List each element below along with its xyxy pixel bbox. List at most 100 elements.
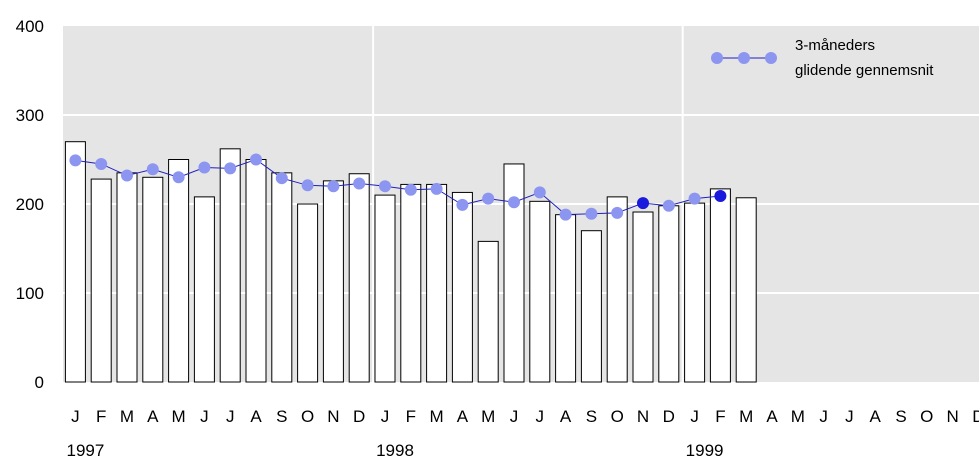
x-tick-label: M	[120, 407, 134, 426]
moving-average-point	[121, 169, 133, 182]
x-tick-label: M	[481, 407, 495, 426]
bar	[271, 172, 293, 383]
x-tick-label: J	[226, 407, 235, 426]
x-tick-label: J	[71, 407, 80, 426]
x-tick-label: A	[870, 407, 882, 426]
legend-marker	[765, 52, 777, 64]
x-tick-label: A	[457, 407, 469, 426]
bar	[374, 194, 396, 383]
x-tick-label: J	[510, 407, 519, 426]
x-tick-label: N	[946, 407, 958, 426]
bar	[451, 191, 473, 383]
legend-marker	[711, 52, 723, 64]
x-tick-label: S	[586, 407, 597, 426]
moving-average-point	[611, 206, 624, 219]
legend-label-line2: glidende gennemsnit	[795, 62, 934, 79]
moving-average-point	[430, 182, 443, 195]
x-tick-label: O	[611, 407, 624, 426]
bar	[477, 240, 499, 383]
moving-average-point	[224, 162, 237, 175]
moving-average-point	[404, 183, 417, 196]
x-tick-label: J	[690, 407, 699, 426]
x-tick-label: J	[819, 407, 828, 426]
x-tick-label: D	[972, 407, 979, 426]
moving-average-point	[301, 179, 314, 192]
bar	[426, 183, 448, 383]
moving-average-point	[172, 171, 185, 184]
x-tick-label: A	[766, 407, 778, 426]
bar	[245, 159, 267, 383]
bar	[64, 141, 86, 383]
moving-average-series	[69, 153, 727, 221]
moving-average-point	[95, 157, 108, 170]
x-tick-label: N	[637, 407, 649, 426]
x-tick-label: M	[739, 407, 753, 426]
year-label: 1998	[376, 441, 414, 459]
bar	[116, 172, 138, 383]
moving-average-point	[69, 154, 82, 167]
legend: 3-måneders glidende gennemsnit	[711, 37, 934, 79]
moving-average-point	[688, 192, 701, 205]
x-tick-label: J	[200, 407, 209, 426]
x-tick-label: M	[430, 407, 444, 426]
moving-average-point	[585, 207, 598, 220]
bar	[735, 197, 757, 383]
bar	[503, 163, 525, 383]
bar	[580, 230, 602, 383]
x-tick-label: F	[406, 407, 416, 426]
moving-average-point	[482, 192, 495, 205]
moving-average-point	[662, 199, 675, 212]
moving-average-point	[559, 208, 572, 221]
legend-marker	[738, 52, 750, 64]
legend-label-line1: 3-måneders	[795, 37, 875, 54]
x-tick-label: A	[250, 407, 262, 426]
bar	[606, 196, 628, 383]
x-tick-label: S	[276, 407, 287, 426]
y-tick-label: 300	[16, 106, 44, 125]
moving-average-point	[198, 161, 211, 174]
bar	[90, 178, 112, 383]
x-tick-label: J	[381, 407, 390, 426]
moving-average-point	[250, 153, 262, 166]
moving-average-point	[327, 180, 340, 193]
x-tick-label: M	[172, 407, 186, 426]
bar	[529, 200, 551, 383]
moving-average-point	[456, 198, 469, 211]
bar	[322, 180, 344, 383]
x-tick-label: J	[845, 407, 854, 426]
y-tick-label: 0	[35, 373, 44, 392]
bar	[400, 183, 422, 383]
moving-average-point-highlight	[637, 197, 649, 210]
x-tick-label: A	[147, 407, 159, 426]
x-tick-label: F	[715, 407, 725, 426]
x-tick-label: F	[96, 407, 106, 426]
year-label: 1997	[66, 441, 104, 459]
x-tick-label: D	[353, 407, 365, 426]
moving-average-point	[533, 186, 546, 199]
x-tick-label: S	[895, 407, 906, 426]
moving-average-point-highlight	[714, 189, 727, 202]
bar	[555, 214, 577, 383]
x-axis-year-labels: 1997 1998 1999	[66, 441, 723, 459]
y-tick-label: 400	[16, 17, 44, 36]
x-tick-label: A	[560, 407, 572, 426]
x-tick-label: M	[791, 407, 805, 426]
moving-average-point	[275, 172, 288, 185]
y-axis-ticks: 0 100 200 300 400	[16, 17, 44, 392]
bar	[658, 205, 680, 383]
x-tick-label: N	[327, 407, 339, 426]
moving-average-point	[353, 177, 366, 190]
x-tick-label: O	[301, 407, 314, 426]
x-tick-label: D	[663, 407, 675, 426]
bar	[709, 188, 731, 383]
year-label: 1999	[686, 441, 724, 459]
x-tick-label: O	[920, 407, 933, 426]
moving-average-point	[379, 180, 391, 193]
x-tick-label: J	[536, 407, 545, 426]
bar	[142, 176, 164, 383]
moving-average-point	[508, 196, 520, 209]
bars	[64, 141, 757, 383]
bar	[684, 202, 706, 383]
